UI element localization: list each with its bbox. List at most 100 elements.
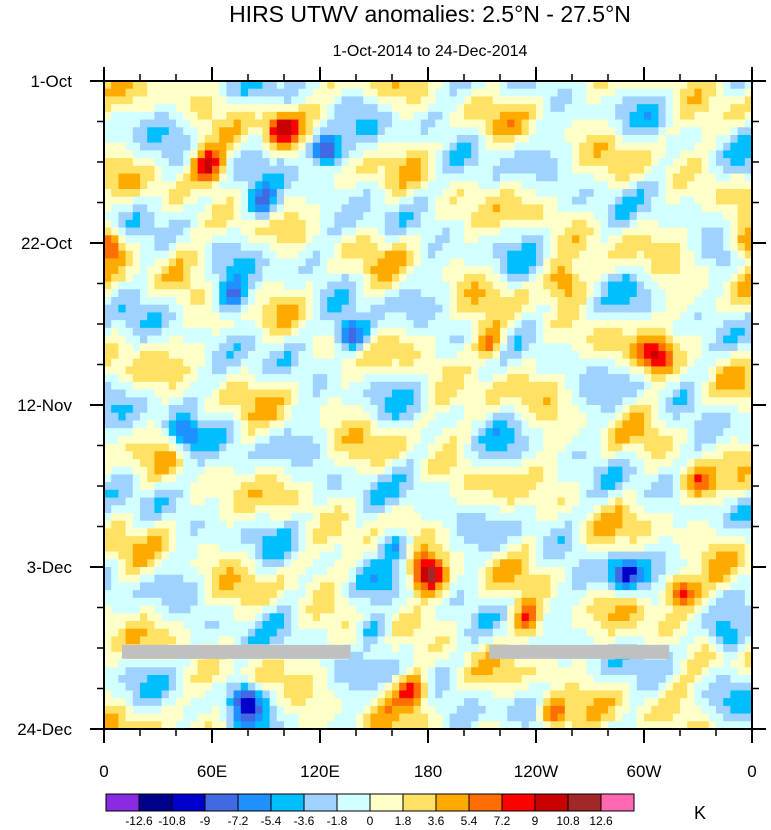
field-cell xyxy=(125,351,134,360)
field-cell xyxy=(435,474,443,483)
field-cell xyxy=(392,88,400,98)
field-cell xyxy=(420,489,429,499)
field-cell xyxy=(456,150,465,159)
field-cell xyxy=(608,281,616,290)
field-cell xyxy=(485,158,494,167)
field-cell xyxy=(586,412,595,422)
field-cell xyxy=(636,243,645,252)
field-cell xyxy=(629,281,638,290)
field-cell xyxy=(305,451,314,460)
field-cell xyxy=(636,158,645,167)
field-cell xyxy=(168,381,177,391)
field-cell xyxy=(204,451,213,460)
field-cell xyxy=(485,111,494,121)
field-cell xyxy=(701,266,710,275)
field-cell xyxy=(204,320,213,329)
field-cell xyxy=(140,405,148,414)
field-cell xyxy=(370,96,379,105)
field-cell xyxy=(593,227,602,236)
field-cell xyxy=(356,142,364,152)
field-cell xyxy=(744,351,753,360)
field-cell xyxy=(564,88,573,98)
field-cell xyxy=(730,304,739,314)
field-cell xyxy=(550,88,559,98)
field-cell xyxy=(269,81,278,90)
field-cell xyxy=(413,474,422,483)
field-cell xyxy=(528,335,537,344)
field-cell xyxy=(212,443,220,452)
field-cell xyxy=(593,281,602,290)
field-cell xyxy=(334,466,343,476)
field-cell xyxy=(442,381,451,391)
field-cell xyxy=(608,435,616,445)
field-cell xyxy=(456,459,465,468)
field-cell xyxy=(514,397,523,406)
field-cell xyxy=(723,335,731,344)
field-cell xyxy=(543,111,551,121)
field-cell xyxy=(672,104,681,113)
field-cell xyxy=(370,335,379,344)
field-cell xyxy=(154,381,163,391)
field-cell xyxy=(226,189,235,198)
field-cell xyxy=(233,505,242,514)
field-cell xyxy=(298,81,307,90)
field-cell xyxy=(312,227,321,236)
field-cell xyxy=(564,459,573,468)
field-cell xyxy=(593,435,602,445)
field-cell xyxy=(392,335,400,344)
field-cell xyxy=(579,219,587,229)
field-cell xyxy=(377,189,386,198)
field-cell xyxy=(413,389,422,398)
field-cell xyxy=(384,88,393,98)
field-cell xyxy=(586,389,595,398)
field-cell xyxy=(485,482,494,491)
field-cell xyxy=(622,381,631,391)
field-cell xyxy=(557,111,566,121)
field-cell xyxy=(428,320,436,329)
field-cell xyxy=(356,111,364,121)
field-cell xyxy=(190,289,199,298)
field-cell xyxy=(125,320,134,329)
field-cell xyxy=(543,119,551,128)
field-cell xyxy=(363,459,371,468)
field-cell xyxy=(111,428,119,437)
field-cell xyxy=(161,412,170,422)
field-cell xyxy=(442,482,451,491)
field-cell xyxy=(629,243,638,252)
field-cell xyxy=(492,435,501,445)
field-cell xyxy=(320,150,328,159)
field-cell xyxy=(262,111,271,121)
field-cell xyxy=(370,366,379,375)
field-cell xyxy=(125,266,134,275)
field-cell xyxy=(471,474,479,483)
field-cell xyxy=(334,88,343,98)
field-cell xyxy=(140,212,148,221)
field-cell xyxy=(665,459,674,468)
field-cell xyxy=(435,88,443,98)
field-cell xyxy=(737,189,746,198)
field-cell xyxy=(384,451,393,460)
field-cell xyxy=(737,212,746,221)
field-cell xyxy=(341,258,350,267)
field-cell xyxy=(478,489,487,499)
field-cell xyxy=(737,304,746,314)
field-cell xyxy=(132,435,141,445)
field-cell xyxy=(744,235,753,244)
field-cell xyxy=(219,474,227,483)
field-cell xyxy=(464,435,472,445)
field-cell xyxy=(716,258,724,267)
field-cell xyxy=(363,497,371,506)
field-cell xyxy=(248,459,256,468)
field-cell xyxy=(197,466,206,476)
field-cell xyxy=(550,327,559,337)
field-cell xyxy=(327,482,335,491)
field-cell xyxy=(176,281,184,290)
field-cell xyxy=(341,420,350,429)
field-cell xyxy=(449,435,458,445)
field-cell xyxy=(392,366,400,375)
field-cell xyxy=(140,273,148,283)
field-cell xyxy=(737,297,746,306)
field-cell xyxy=(672,327,681,337)
field-cell xyxy=(694,474,703,483)
field-cell xyxy=(219,258,227,267)
